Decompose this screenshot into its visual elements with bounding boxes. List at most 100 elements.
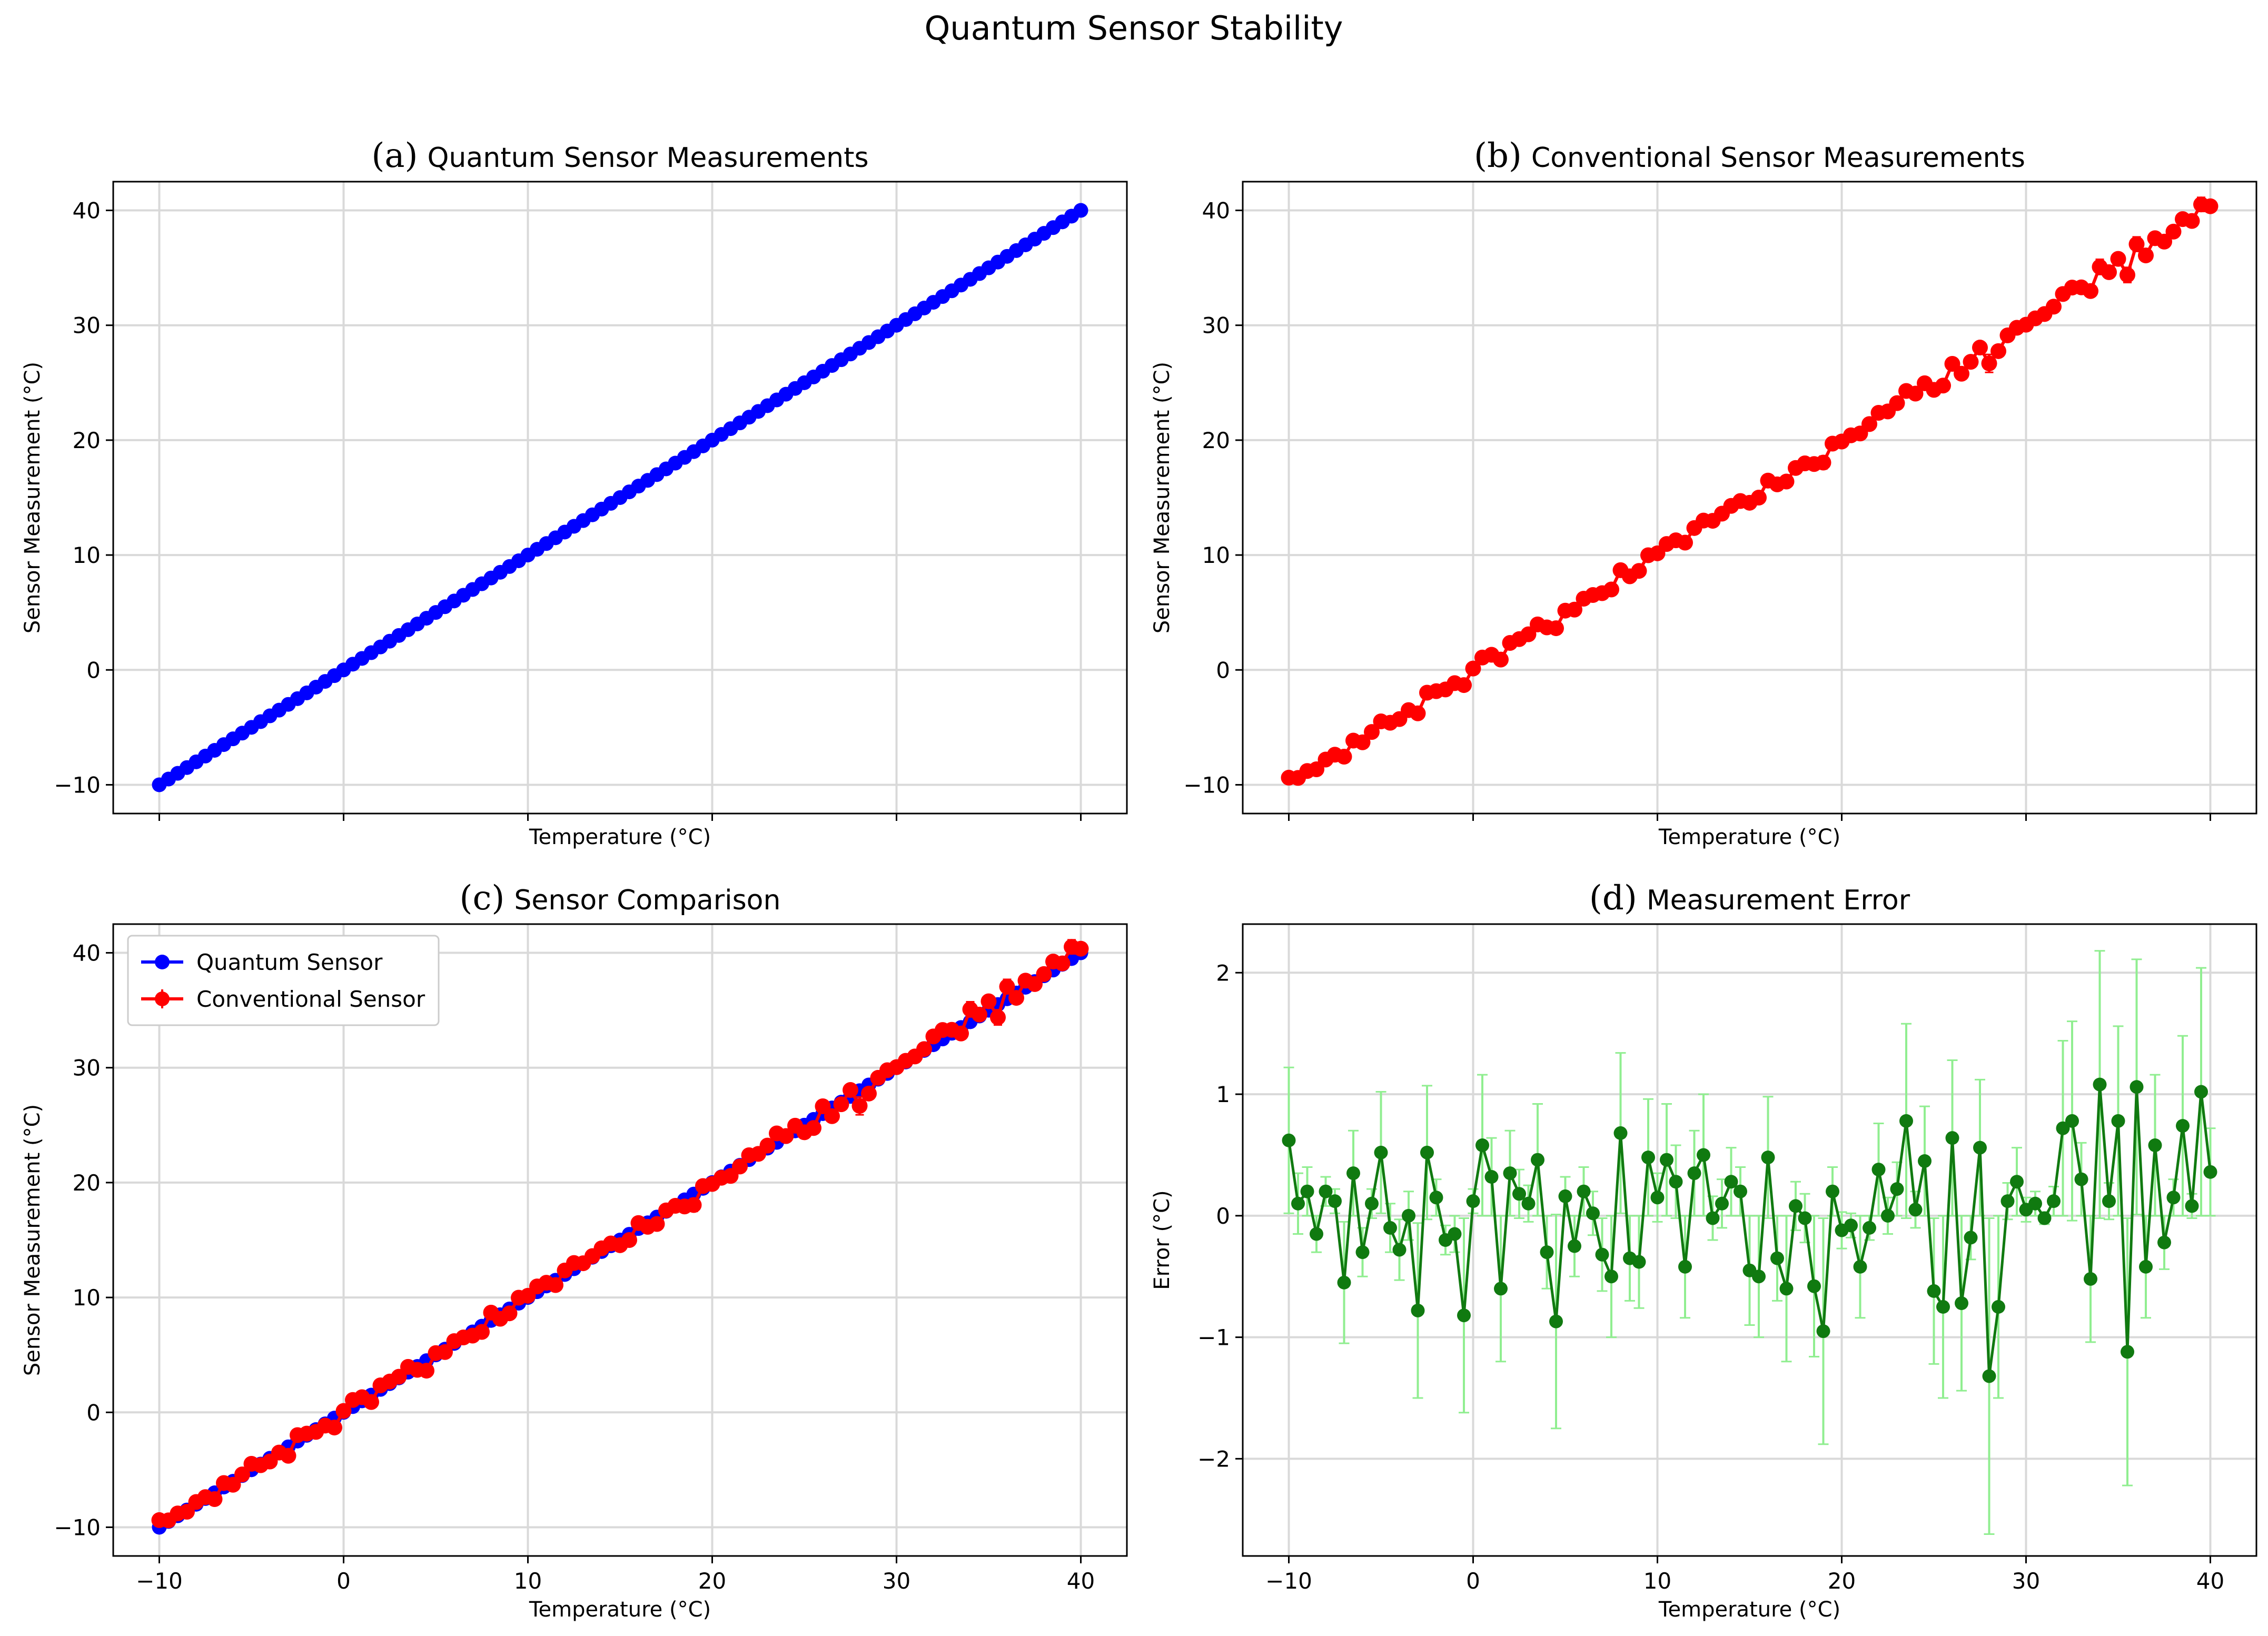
conventional-point	[1815, 454, 1831, 471]
x-axis-label: Temperature (°C)	[529, 1598, 711, 1622]
x-tick-label: 20	[1828, 1568, 1856, 1594]
y-axis-label: Sensor Measurement (°C)	[21, 1104, 45, 1376]
conventional-point	[2083, 283, 2098, 299]
error-point	[2037, 1211, 2052, 1225]
error-point	[1365, 1196, 1379, 1211]
error-point	[1734, 1184, 1747, 1198]
x-axis-label: Temperature (°C)	[1658, 825, 1840, 849]
error-point	[2121, 1345, 2134, 1359]
conventional-point	[1548, 620, 1564, 637]
conventional-point	[621, 1232, 637, 1248]
y-axis-label: Sensor Measurement (°C)	[21, 362, 45, 633]
error-point	[1927, 1284, 1941, 1298]
conventional-point	[2128, 236, 2145, 252]
error-point	[1595, 1247, 1609, 1262]
conventional-point	[1981, 355, 1997, 372]
conventional-point	[806, 1120, 821, 1136]
conventional-point	[2165, 223, 2182, 240]
error-point	[1881, 1208, 1895, 1223]
conventional-point	[1410, 705, 1426, 721]
conventional-point	[1354, 734, 1371, 750]
x-tick-label: 10	[1643, 1568, 1671, 1594]
error-point	[2093, 1077, 2107, 1092]
conventional-point	[861, 1085, 877, 1102]
error-point	[1908, 1203, 1923, 1217]
error-point	[2148, 1138, 2162, 1152]
y-tick-label: 2	[1216, 960, 1230, 986]
conventional-point	[981, 993, 997, 1009]
panel-b: −10 0 10 20 30 40 Temperature (°C) Sensor Measu…	[1150, 136, 2257, 849]
conventional-point	[1364, 724, 1380, 740]
x-tick-label: 40	[2196, 1568, 2224, 1594]
y-tick-label: 20	[73, 428, 101, 453]
legend-label: Quantum Sensor	[196, 949, 383, 975]
x-tick-label: 0	[1466, 1568, 1480, 1594]
error-point	[1337, 1275, 1351, 1290]
conventional-point	[843, 1082, 858, 1098]
legend-label: Conventional Sensor	[196, 986, 425, 1012]
conventional-point	[437, 1344, 453, 1360]
error-point	[1789, 1199, 1802, 1213]
error-point	[1300, 1184, 1314, 1198]
conventional-point	[972, 1006, 987, 1023]
error-point	[2084, 1272, 2097, 1286]
x-tick-label: 30	[2012, 1568, 2040, 1594]
y-tick-label: 10	[73, 542, 101, 568]
error-point	[2139, 1260, 2153, 1274]
conventional-point	[1073, 940, 1089, 957]
legend-marker	[155, 955, 170, 969]
conventional-point	[732, 1158, 748, 1175]
conventional-point	[1963, 354, 1979, 370]
error-point	[1568, 1239, 1581, 1253]
figure-suptitle: Quantum Sensor Stability	[924, 9, 1343, 47]
error-point	[1973, 1141, 1987, 1155]
x-tick-label: 10	[514, 1568, 542, 1594]
error-point	[1586, 1206, 1600, 1221]
error-point	[2166, 1191, 2181, 1205]
conventional-point	[2138, 247, 2154, 264]
error-point	[1521, 1196, 1536, 1211]
error-point	[1964, 1231, 1978, 1245]
panel-title: (b) Conventional Sensor Measurements	[1474, 136, 2025, 175]
conventional-point	[1336, 749, 1352, 765]
conventional-point	[2110, 251, 2126, 267]
error-point	[1475, 1138, 1489, 1152]
conventional-point	[1567, 601, 1582, 618]
conventional-point	[824, 1108, 840, 1124]
y-tick-label: 20	[1202, 428, 1230, 453]
conventional-point	[1603, 581, 1619, 598]
error-point	[1678, 1260, 1692, 1274]
error-point	[1402, 1208, 1415, 1223]
y-tick-label: 30	[73, 313, 101, 339]
conventional-point	[2156, 233, 2172, 250]
error-point	[2000, 1194, 2015, 1208]
x-tick-label: 20	[698, 1568, 726, 1594]
error-point	[1779, 1282, 1794, 1296]
error-point	[2185, 1199, 2199, 1213]
y-tick-label: −1	[1197, 1325, 1230, 1351]
error-point	[1863, 1221, 1876, 1235]
error-point	[1770, 1251, 1784, 1265]
plot-area	[152, 203, 1088, 792]
error-point	[1531, 1153, 1544, 1167]
error-point	[1392, 1243, 1407, 1257]
error-point	[2111, 1114, 2125, 1128]
conventional-point	[778, 1128, 794, 1144]
conventional-point	[1972, 340, 1988, 356]
error-point	[1420, 1145, 1434, 1159]
error-point	[1346, 1166, 1360, 1181]
error-point	[2065, 1114, 2079, 1128]
error-point	[1605, 1270, 1618, 1284]
conventional-point	[391, 1369, 407, 1385]
conventional-point	[1520, 626, 1537, 642]
conventional-point	[1027, 976, 1043, 992]
error-point	[1484, 1170, 1499, 1184]
panel-letter: (a)	[371, 136, 418, 175]
error-point	[1918, 1154, 1932, 1168]
error-point	[1945, 1131, 1959, 1145]
plot-area	[151, 939, 1089, 1535]
error-point	[1494, 1282, 1508, 1296]
conventional-point	[474, 1324, 490, 1340]
